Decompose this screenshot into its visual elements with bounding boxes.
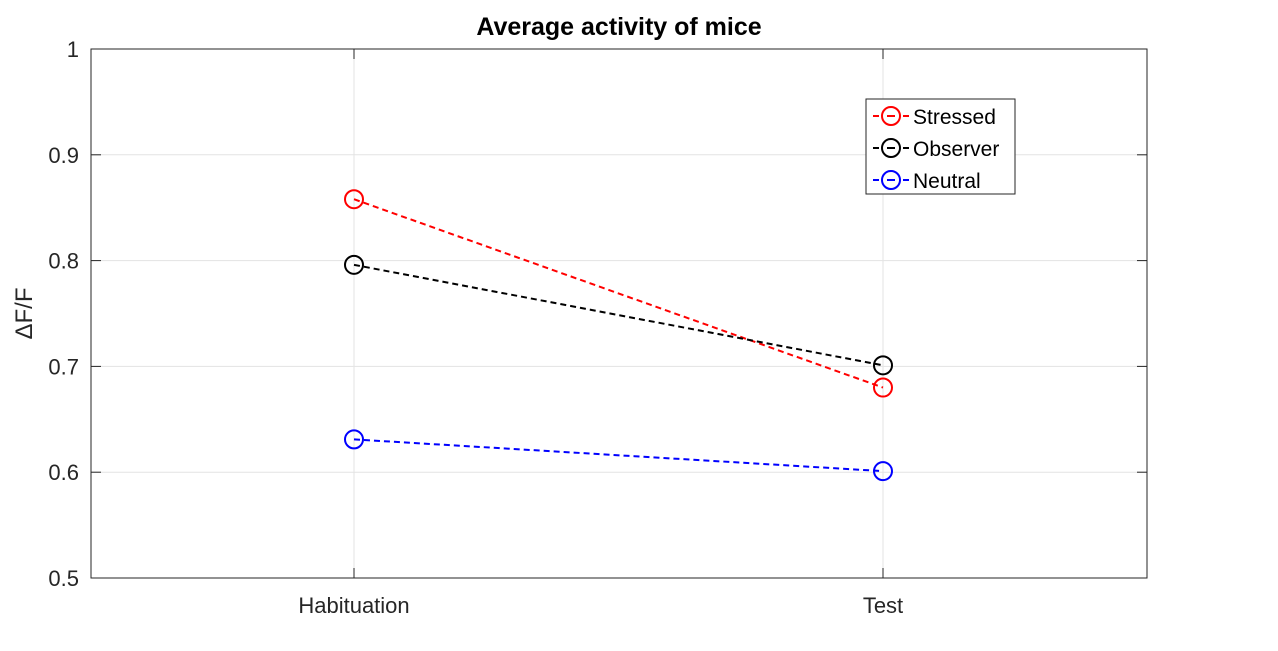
y-tick-label: 0.5 xyxy=(48,566,79,591)
series-markers xyxy=(344,189,893,482)
y-tick-label: 0.6 xyxy=(48,460,79,485)
legend-label: Observer xyxy=(913,138,999,161)
data-point-stressed-test xyxy=(873,377,893,398)
x-tick-labels: Habituation Test xyxy=(298,593,903,618)
legend: Stressed Observer Neutral xyxy=(865,98,1016,195)
y-tick-labels: 0.5 0.6 0.7 0.8 0.9 1 xyxy=(48,37,79,591)
series-lines xyxy=(353,198,884,473)
legend-entry-stressed: Stressed xyxy=(873,106,996,129)
data-point-stressed-habituation xyxy=(344,189,364,210)
y-tick-label: 0.7 xyxy=(48,354,79,379)
chart-title: Average activity of mice xyxy=(476,13,761,41)
legend-entries: Stressed Observer Neutral xyxy=(873,106,999,193)
y-tick-label: 1 xyxy=(67,37,79,62)
series-line-neutral xyxy=(353,438,884,473)
legend-entry-neutral: Neutral xyxy=(873,170,981,193)
x-tick-label: Habituation xyxy=(298,593,409,618)
legend-label: Stressed xyxy=(913,106,996,129)
data-point-neutral-test xyxy=(873,461,893,482)
data-point-neutral-habituation xyxy=(344,429,364,450)
data-point-observer-habituation xyxy=(344,254,364,275)
legend-label: Neutral xyxy=(913,170,981,193)
y-tick-label: 0.9 xyxy=(48,143,79,168)
axes-frame xyxy=(90,48,1148,579)
series-line-stressed xyxy=(353,198,884,389)
axis-ticks xyxy=(91,48,1147,579)
y-axis-label: ΔF/F xyxy=(11,287,38,339)
y-tick-label: 0.8 xyxy=(48,249,79,274)
legend-entry-observer: Observer xyxy=(873,138,999,161)
x-tick-label: Test xyxy=(863,593,903,618)
data-point-observer-test xyxy=(873,355,893,376)
